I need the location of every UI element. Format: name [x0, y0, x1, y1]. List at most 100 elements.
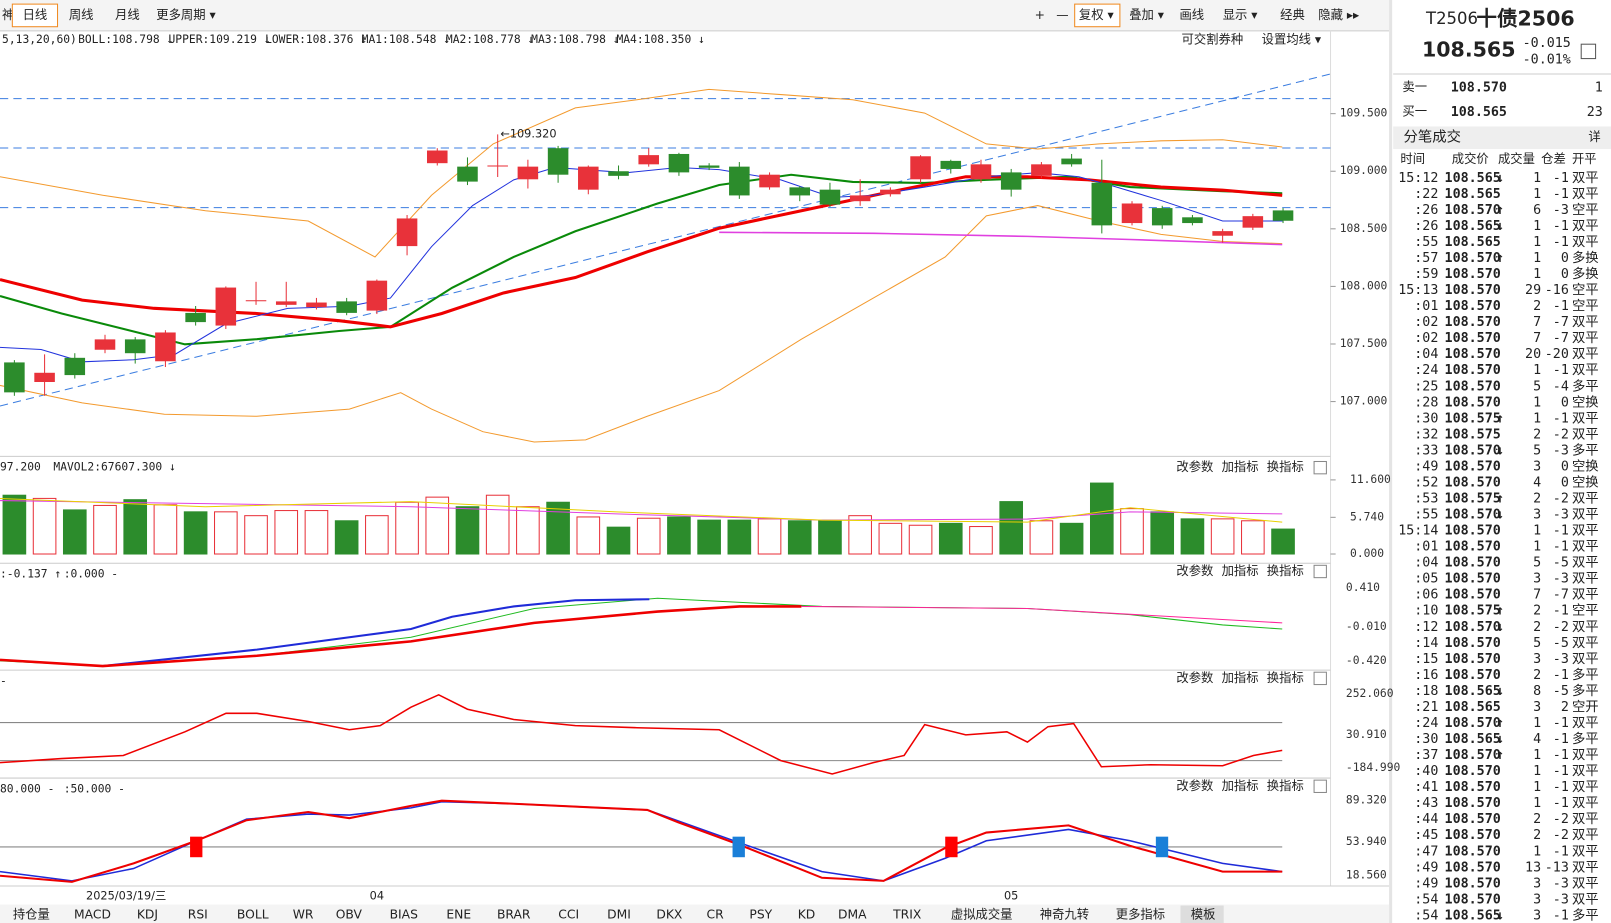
period-tab[interactable]: 更多周期 ▾ — [156, 8, 216, 22]
panel-button[interactable]: 加指标 — [1222, 670, 1259, 685]
panel-button[interactable]: 换指标 — [1267, 563, 1304, 578]
high-annotation: ←109.320 — [500, 128, 556, 141]
candle-body — [1212, 231, 1233, 236]
tick-time: :41 — [1414, 780, 1438, 795]
tick-type: 空平 — [1572, 298, 1599, 314]
indicator-tab[interactable]: PSY — [749, 907, 772, 921]
candle-body — [487, 165, 508, 167]
tick-time: :30 — [1414, 411, 1438, 426]
toolbar-button[interactable]: + — [1035, 8, 1045, 22]
tick-volume: 7 — [1533, 331, 1541, 346]
close-button[interactable] — [1313, 460, 1327, 475]
candle-body — [94, 339, 116, 350]
tick-type: 双平 — [1572, 892, 1599, 907]
indicator-tab[interactable]: CR — [706, 907, 724, 921]
indicator-tab[interactable]: 更多指标 — [1116, 906, 1165, 921]
tick-type: 多平 — [1572, 441, 1599, 458]
indicator-tab[interactable]: ENE — [446, 907, 471, 921]
toolbar-button[interactable]: — — [1056, 8, 1068, 22]
panel-button[interactable]: 加指标 — [1222, 563, 1259, 578]
panel-button[interactable]: 换指标 — [1267, 670, 1304, 685]
tick-volume: 5 — [1533, 379, 1541, 394]
volume-bar — [787, 520, 812, 555]
indicator-tab[interactable]: BIAS — [390, 907, 419, 921]
close-button[interactable] — [1313, 671, 1327, 686]
indicator-tab[interactable]: DKX — [656, 907, 683, 921]
tick-price: 108.570 — [1445, 475, 1501, 490]
tick-type: 双平 — [1572, 796, 1599, 811]
toolbar-button[interactable]: 经典 — [1280, 8, 1305, 22]
indicator-tab[interactable]: 神奇九转 — [1040, 906, 1089, 921]
quote-panel — [1392, 0, 1611, 923]
indicator-tab[interactable]: BRAR — [497, 907, 531, 921]
ma4-line — [719, 231, 1283, 246]
volume-bar — [727, 519, 752, 555]
y-tick-label: 108.500 — [1340, 222, 1388, 235]
toolbar-button[interactable]: 叠加 ▾ — [1129, 8, 1165, 22]
tick-price: 108.570 — [1445, 796, 1501, 811]
tick-oi: -2 — [1553, 620, 1569, 635]
tick-price: 108.570 — [1445, 892, 1501, 907]
panel-button[interactable]: 改参数 — [1176, 778, 1213, 793]
tick-oi: -7 — [1553, 588, 1569, 603]
panel-button[interactable]: 改参数 — [1176, 563, 1213, 578]
indicator-tab[interactable]: DMI — [607, 907, 631, 921]
column-header: 开平 — [1572, 152, 1597, 166]
tick-type: 双平 — [1572, 828, 1599, 843]
panel-button[interactable]: 换指标 — [1267, 778, 1304, 793]
indicator-tab[interactable]: KDJ — [137, 907, 158, 921]
tick-price: 108.570 — [1445, 347, 1501, 362]
tick-price: 108.570 — [1445, 748, 1501, 763]
tick-type: 空开 — [1572, 699, 1599, 715]
panel-button[interactable]: 加指标 — [1222, 459, 1259, 474]
tick-type: 双平 — [1572, 588, 1599, 603]
indicator-tab[interactable]: 虚拟成交量 — [951, 906, 1013, 921]
indicator-tab[interactable]: 模板 — [1191, 907, 1216, 921]
tick-oi: -1 — [1553, 748, 1569, 763]
indicator-tab[interactable]: KD — [798, 907, 816, 921]
tick-oi: -1 — [1553, 908, 1569, 923]
close-button[interactable] — [1313, 564, 1327, 579]
tick-oi: -7 — [1553, 315, 1569, 330]
tick-volume: 2 — [1533, 620, 1541, 635]
tick-time: :10 — [1414, 604, 1438, 619]
panel-button[interactable]: 改参数 — [1176, 670, 1213, 685]
tick-arrow: ↓ — [1496, 684, 1504, 699]
indicator-tab[interactable]: WR — [293, 907, 314, 921]
tick-price: 108.570 — [1445, 459, 1501, 474]
indicator-tab[interactable]: MACD — [74, 907, 111, 921]
tick-arrow: ↑ — [1496, 411, 1504, 426]
close-button[interactable] — [1313, 779, 1327, 793]
panel-button[interactable]: 换指标 — [1267, 459, 1304, 474]
collapse-button[interactable] — [1580, 43, 1597, 60]
volume-bar — [878, 522, 903, 555]
tick-time: :01 — [1414, 299, 1438, 314]
toolbar-button[interactable]: 复权 ▾ — [1079, 8, 1115, 22]
period-tab[interactable]: 月线 — [115, 8, 140, 22]
tick-volume: 3 — [1533, 700, 1541, 715]
button[interactable]: 设置均线 ▾ — [1262, 33, 1322, 47]
tick-volume: 2 — [1533, 427, 1541, 442]
period-tab[interactable]: 日线 — [23, 8, 48, 22]
indicator-tab[interactable]: BOLL — [237, 907, 269, 921]
volume-bar — [1059, 522, 1084, 555]
indicator-tab[interactable]: OBV — [336, 907, 363, 921]
panel-button[interactable]: 加指标 — [1222, 778, 1259, 793]
indicator-tab[interactable]: RSI — [188, 907, 208, 921]
button[interactable]: 可交割券种 — [1182, 32, 1244, 47]
tick-type: 双平 — [1572, 572, 1599, 587]
tick-price: 108.575 — [1445, 427, 1501, 442]
indicator-tab[interactable]: DMA — [838, 907, 867, 921]
detail-button[interactable]: 详 — [1588, 129, 1600, 144]
toolbar-button[interactable]: 隐藏 ▸▸ — [1318, 8, 1360, 22]
candle-body — [729, 166, 750, 196]
period-tab[interactable]: 周线 — [69, 8, 94, 22]
panel-button[interactable]: 改参数 — [1176, 459, 1213, 474]
toolbar-button[interactable]: 显示 ▾ — [1223, 8, 1259, 22]
indicator-tab[interactable]: TRIX — [892, 907, 922, 921]
toolbar-button[interactable]: 画线 — [1179, 8, 1204, 22]
indicator-tab[interactable]: 持仓量 — [13, 906, 50, 921]
signal — [1155, 836, 1169, 858]
indicator-tab[interactable]: CCI — [558, 907, 579, 921]
